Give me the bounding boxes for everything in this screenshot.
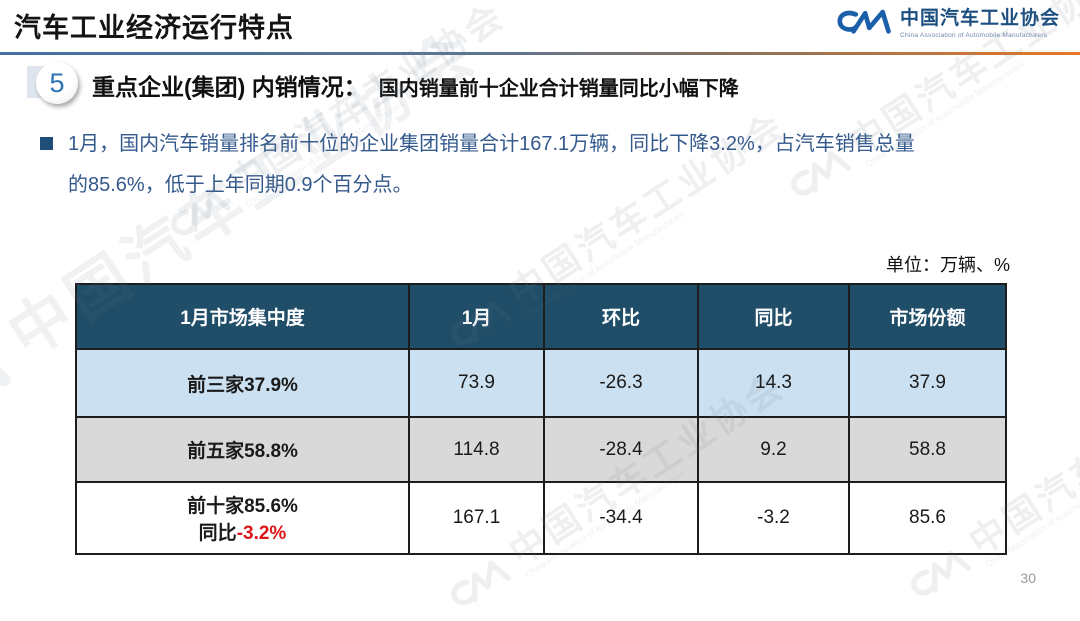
table-row-top5: 前五家58.8% 114.8 -28.4 9.2 58.8 — [75, 416, 1007, 483]
row-label-top5: 前五家58.8% — [75, 416, 410, 483]
page-title: 汽车工业经济运行特点 — [14, 13, 294, 43]
section-subtitle: 国内销量前十企业合计销量同比小幅下降 — [378, 78, 739, 100]
table-row-top3: 前三家37.9% 73.9 -26.3 14.3 37.9 — [75, 348, 1007, 418]
cell-top3-yoy: 14.3 — [697, 348, 850, 418]
caam-cm-watermark-icon — [0, 337, 11, 439]
bullet-square-icon — [40, 137, 53, 150]
row-label-top10-line1: 前十家85.6% — [187, 496, 298, 517]
cell-top10-january: 167.1 — [408, 481, 545, 555]
bullet-text-line2: 的85.6%，低于上年同期0.9个百分点。 — [68, 174, 413, 196]
cell-top3-january: 73.9 — [408, 348, 545, 418]
cell-top5-yoy: 9.2 — [697, 416, 850, 483]
col-header-share: 市场份额 — [848, 283, 1007, 350]
cell-top10-mom: -34.4 — [543, 481, 699, 555]
col-header-mom: 环比 — [543, 283, 699, 350]
unit-label: 单位：万辆、% — [885, 255, 1010, 275]
bullet-text-line1: 1月，国内汽车销量排名前十位的企业集团销量合计167.1万辆，同比下降3.2%，… — [68, 133, 915, 155]
page-number: 30 — [1020, 570, 1036, 586]
cell-top5-mom: -28.4 — [543, 416, 699, 483]
caam-cm-watermark-icon — [450, 560, 511, 605]
col-header-concentration: 1月市场集中度 — [75, 283, 410, 350]
cell-top5-january: 114.8 — [408, 416, 545, 483]
row-label-top10-yoy-red: -3.2% — [236, 523, 287, 544]
row-label-top10-line2-prefix: 同比 — [198, 523, 237, 544]
cell-top3-share: 37.9 — [848, 348, 1007, 418]
cell-top10-yoy: -3.2 — [697, 481, 850, 555]
col-header-yoy: 同比 — [697, 283, 850, 350]
bullet-paragraph: 1月，国内汽车销量排名前十位的企业集团销量合计167.1万辆，同比下降3.2%，… — [40, 124, 915, 206]
cell-top3-mom: -26.3 — [543, 348, 699, 418]
caam-cm-icon — [836, 8, 892, 41]
section-heading: 重点企业(集团) 内销情况： 国内销量前十企业合计销量同比小幅下降 — [92, 68, 739, 102]
table-row-top10: 前十家85.6% 同比-3.2% 167.1 -34.4 -3.2 85.6 — [75, 481, 1007, 555]
table-header-row: 1月市场集中度 1月 环比 同比 市场份额 — [75, 283, 1007, 350]
section-title: 重点企业(集团) 内销情况： — [92, 74, 367, 100]
org-name-cn: 中国汽车工业协会 — [899, 8, 1060, 30]
market-concentration-table: 1月市场集中度 1月 环比 同比 市场份额 前三家37.9% 73.9 -26.… — [75, 283, 1007, 555]
row-label-top10: 前十家85.6% 同比-3.2% — [75, 481, 410, 555]
cell-top5-share: 58.8 — [848, 416, 1007, 483]
cell-top10-share: 85.6 — [848, 481, 1007, 555]
section-number-badge: 5 — [36, 62, 78, 104]
row-label-top3: 前三家37.9% — [75, 348, 410, 418]
caam-logo: 中国汽车工业协会 China Association of Automobile… — [836, 8, 1060, 41]
org-name-en: China Association of Automobile Manufact… — [899, 32, 1048, 40]
title-divider — [0, 52, 1080, 55]
col-header-january: 1月 — [408, 283, 545, 350]
